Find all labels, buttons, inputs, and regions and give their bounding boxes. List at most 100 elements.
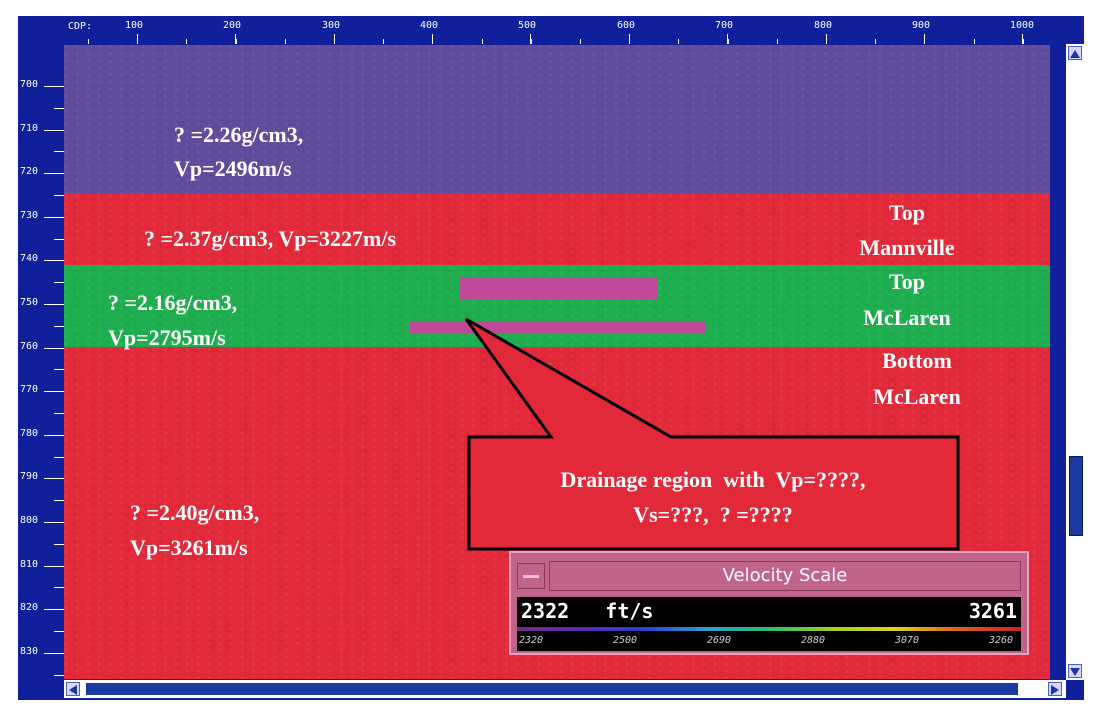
time-minor-tick [54,151,64,153]
horizontal-scroll-thumb[interactable] [86,683,1018,695]
time-minor-tick [54,107,64,109]
cdp-tick-label: 500 [518,20,537,31]
time-tick-label: 740 [20,253,39,265]
time-minor-tick [54,282,64,284]
cdp-tick [530,34,531,44]
scroll-down-arrow-icon[interactable] [1068,664,1082,678]
velocity-readout: 2322 ft/s 3261 [517,597,1021,629]
cdp-tick-label: 700 [715,20,734,31]
cdp-minor-tick [973,39,975,44]
top-mannville-label-2: Mannville [859,235,955,260]
velocity-tick-label: 2500 [613,635,638,646]
time-tick [44,173,64,175]
time-minor-tick [54,238,64,240]
cdp-minor-tick [88,39,89,44]
cdp-minor-tick [432,39,434,44]
cdp-minor-tick [137,39,139,44]
time-tick-label: 750 [20,297,39,308]
time-minor-tick [54,369,64,371]
window-menu-button[interactable] [517,563,545,589]
time-tick-label: 730 [20,209,39,221]
time-minor-tick [54,543,64,545]
cdp-tick-label: 1000 [1010,20,1035,31]
time-tick [44,304,64,305]
scroll-right-arrow-icon[interactable] [1048,682,1062,696]
time-tick-label: 790 [20,471,39,483]
time-tick [44,391,64,393]
mannville-layer-properties: ? =2.37g/cm3, Vp=3227m/s [144,226,397,251]
mannville-layer [64,194,1050,265]
velocity-min-label: 2322 ft/s [521,599,654,623]
time-minor-tick [54,456,64,458]
time-minor-tick [54,631,64,632]
time-tick-label: 820 [20,602,39,614]
upper-layer [64,45,1050,194]
cdp-minor-tick [334,39,335,44]
cdp-minor-tick [678,39,680,44]
velocity-scale-window[interactable]: Velocity Scale 2322 ft/s 3261 2320 2500 26… [509,551,1029,655]
cdp-minor-tick [1022,39,1024,44]
time-tick-label: 700 [20,79,39,90]
scroll-left-arrow-icon[interactable] [66,682,80,696]
cdp-minor-tick [826,39,827,44]
top-mclaren-label-2: McLaren [863,305,951,330]
velocity-scale-title: Velocity Scale [549,561,1021,591]
upper-layer-density: ? =2.26g/cm3, [174,122,304,147]
time-tick [44,216,64,218]
cdp-minor-tick [875,39,877,44]
bottom-mclaren-label-2: McLaren [873,384,961,409]
vertical-scrollbar[interactable] [1066,44,1084,680]
minimize-bar-icon [523,575,539,578]
time-tick [44,260,64,262]
cdp-tick-label: 100 [125,20,144,31]
mclaren-layer-density: ? =2.16g/cm3, [108,290,238,315]
velocity-tick-label: 3260 [989,635,1014,646]
time-minor-tick [54,413,64,414]
top-mclaren-label-1: Top [889,269,925,294]
top-mannville-label-1: Top [889,200,925,225]
time-tick [44,522,64,523]
cdp-minor-tick [924,39,926,44]
cdp-minor-tick [530,39,532,44]
cdp-minor-tick [186,39,188,44]
time-tick-label: 830 [20,645,39,657]
cdp-minor-tick [776,39,778,44]
cdp-tick [1022,34,1023,44]
horizontal-scrollbar[interactable] [64,680,1066,698]
cdp-minor-tick [284,39,286,44]
time-tick-label: 800 [20,515,39,526]
time-minor-tick [54,325,64,327]
drainage-zone-lower [409,321,706,334]
time-tick [44,347,64,349]
cdp-minor-tick [580,39,581,44]
scroll-up-arrow-icon[interactable] [1068,46,1082,60]
cdp-tick-label: 200 [223,20,242,31]
drainage-callout-text: Drainage region with Vp=????, Vs=???, ? … [560,467,866,527]
velocity-color-gradient [517,627,1021,631]
cdp-minor-tick [629,39,631,44]
cdp-ruler: CDP: 100 200 300 400 500 600 700 800 900 1000 [64,16,1066,44]
vertical-scroll-thumb[interactable] [1069,456,1083,536]
bottom-mclaren-label-1: Bottom [882,348,952,373]
cdp-label: CDP: [68,21,93,32]
cdp-tick [727,34,728,44]
cdp-minor-tick [481,39,483,44]
time-tick [44,565,64,567]
time-tick [44,609,64,611]
time-tick [44,129,64,131]
time-tick [44,434,64,436]
cdp-tick-label: 300 [322,20,341,31]
time-minor-tick [54,500,64,502]
time-minor-tick [54,674,64,676]
cdp-minor-tick [727,39,729,44]
drainage-zone-upper [460,277,657,299]
time-minor-tick [54,587,64,589]
time-tick-label: 720 [20,166,39,178]
time-tick [44,652,64,654]
velocity-tick-label: 3070 [895,635,920,646]
upper-layer-velocity: Vp=2496m/s [174,156,292,181]
cdp-tick-label: 600 [617,20,636,31]
time-tick-label: 760 [20,340,39,352]
time-minor-tick [54,195,64,196]
velocity-tick-label: 2880 [801,635,826,646]
